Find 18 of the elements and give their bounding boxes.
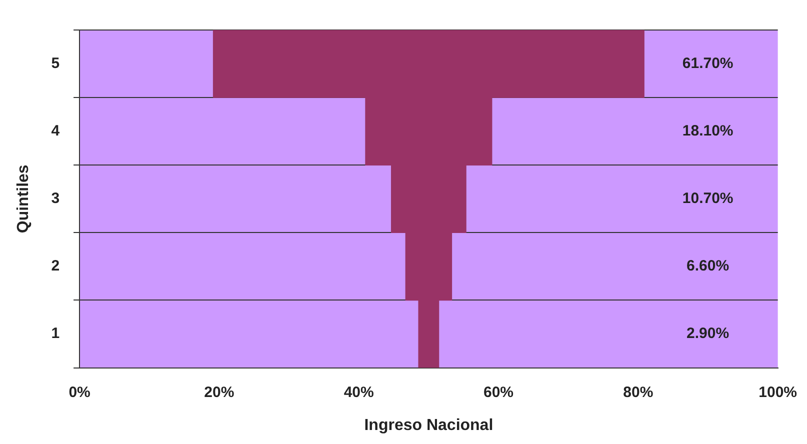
y-axis-title: Quintiles	[15, 164, 32, 234]
x-tick-label: 100%	[758, 384, 798, 401]
y-tick-label: 4	[51, 122, 60, 140]
data-label: 61.70%	[682, 54, 734, 72]
x-tick-label: 80%	[623, 384, 654, 401]
y-tick-label: 5	[51, 54, 60, 72]
data-label: 10.70%	[682, 190, 734, 208]
y-tick-label: 3	[51, 190, 60, 208]
x-tick-label: 60%	[483, 384, 514, 401]
x-tick-label: 40%	[344, 384, 374, 401]
data-label: 2.90%	[686, 325, 730, 342]
x-tick-label: 20%	[204, 384, 234, 401]
x-tick-label: 0%	[68, 384, 90, 401]
data-label: 6.60%	[686, 258, 730, 275]
y-tick-label: 2	[51, 258, 60, 275]
x-axis-title: Ingreso Nacional	[364, 416, 494, 434]
y-tick-label: 1	[51, 325, 60, 342]
data-label: 18.10%	[682, 122, 734, 140]
